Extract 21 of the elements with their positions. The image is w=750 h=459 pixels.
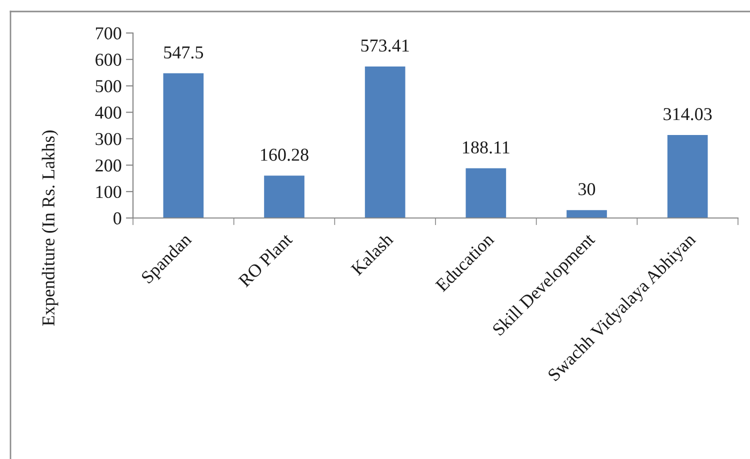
- data-label: 188.11: [463, 141, 510, 154]
- y-tick-label: 200: [96, 159, 122, 172]
- data-label: 160.28: [261, 148, 308, 161]
- bar: [264, 176, 304, 218]
- y-tick-label: 600: [96, 54, 122, 66]
- bar: [566, 210, 607, 218]
- data-label: 314.03: [664, 108, 712, 120]
- bar: [466, 168, 506, 218]
- y-tick-label: 500: [96, 80, 122, 92]
- bar: [364, 66, 406, 218]
- y-tick-label: 100: [96, 186, 122, 198]
- bar: [163, 73, 204, 218]
- data-label: 547.5: [164, 46, 204, 59]
- y-tick-label: 700: [96, 27, 122, 40]
- y-tick-label: 400: [95, 106, 122, 119]
- data-label: 573.41: [361, 40, 409, 52]
- bar: [667, 135, 708, 218]
- data-label: 30: [578, 183, 596, 196]
- y-tick-label: 0: [114, 212, 122, 224]
- y-tick-label: 300: [96, 132, 122, 146]
- y-axis-title: Expenditure (In Rs. Lakhs): [42, 130, 58, 326]
